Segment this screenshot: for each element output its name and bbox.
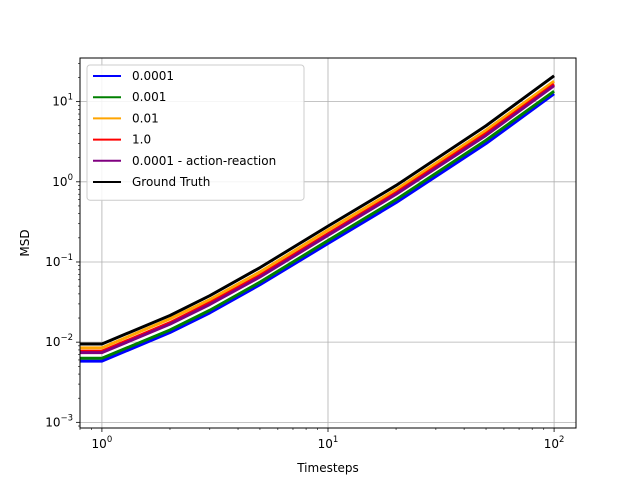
y-tick-label: 10−1 <box>45 253 73 269</box>
y-tick-label: 100 <box>52 173 73 189</box>
series-line-0-0001 <box>80 92 555 363</box>
y-tick-label: 10−3 <box>45 413 73 429</box>
legend-box <box>86 64 305 201</box>
legend-label: 0.0001 - action-reaction <box>132 154 276 168</box>
x-tick-label: 102 <box>544 435 565 451</box>
legend-label: 0.01 <box>132 111 159 125</box>
legend: 0.0001 0.001 0.01 1.0 0.0001 - action-reacti… <box>86 64 305 201</box>
tick-layer: 100 101 102 10−3 10−2 10−1 100 101 <box>45 63 564 451</box>
x-tick-label: 100 <box>92 435 113 451</box>
legend-label: Ground Truth <box>132 175 210 189</box>
y-tick-label: 10−2 <box>45 333 73 349</box>
legend-label: 0.001 <box>132 90 166 104</box>
x-axis-label: Timesteps <box>296 461 359 475</box>
series-line-0-001 <box>80 89 555 360</box>
y-tick-label: 101 <box>52 93 73 109</box>
series-line-0-01 <box>80 79 555 350</box>
series-line-ground-truth <box>80 74 555 346</box>
series-line-0-0001-action-reaction <box>80 84 555 355</box>
series-layer <box>80 74 555 363</box>
legend-label: 1.0 <box>132 133 151 147</box>
x-tick-label: 101 <box>318 435 339 451</box>
legend-label: 0.0001 <box>132 69 174 83</box>
y-axis-label: MSD <box>18 229 32 256</box>
